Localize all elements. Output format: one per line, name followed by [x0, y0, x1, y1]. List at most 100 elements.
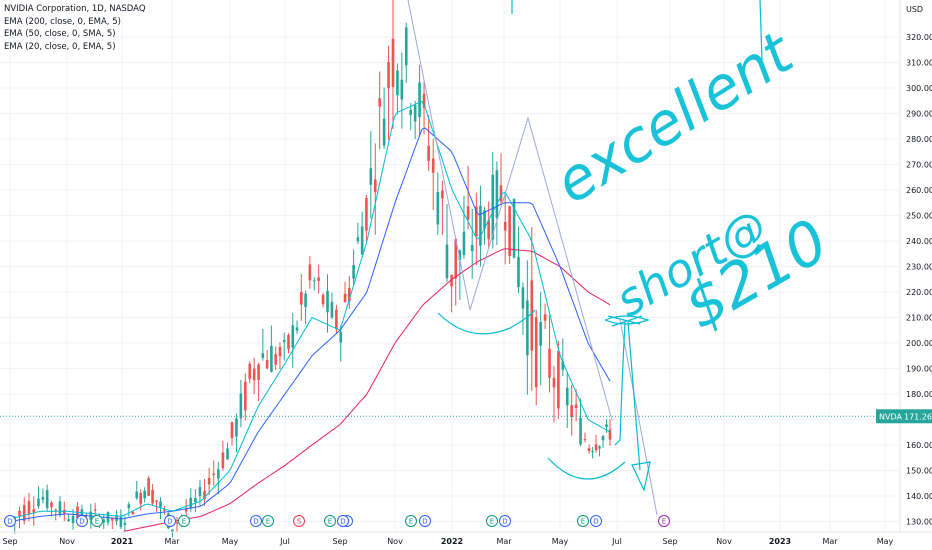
time-tick-label: Nov	[387, 537, 403, 546]
projection-line[interactable]	[619, 319, 658, 516]
candle-body	[598, 446, 601, 449]
event-markers[interactable]: DDEDEDEDSEDEDEDEDE	[4, 515, 670, 527]
event-marker-label: E	[581, 518, 585, 526]
event-marker[interactable]	[293, 515, 305, 527]
candle-body	[147, 478, 150, 496]
event-marker[interactable]	[577, 515, 589, 527]
candle-body	[198, 487, 202, 497]
time-tick-label: Mar	[164, 537, 180, 546]
smile-arc-left[interactable]	[437, 309, 536, 335]
event-marker[interactable]	[499, 515, 511, 527]
ema200-line	[123, 248, 611, 532]
price-tick-label: 140.00	[906, 492, 932, 501]
candle-body	[427, 145, 430, 161]
candle-body	[300, 292, 303, 305]
price-axis-currency: USD	[906, 5, 923, 14]
candle-body	[32, 509, 36, 513]
legend-ema20[interactable]: EMA (20, close, 0, EMA, 5)	[4, 41, 116, 52]
event-marker[interactable]	[91, 515, 103, 527]
candlestick-series	[8, 0, 612, 538]
candle-body	[207, 477, 211, 485]
event-marker[interactable]	[486, 515, 498, 527]
candle-body	[579, 417, 582, 445]
candle-body	[41, 496, 45, 500]
arrow-head-icon[interactable]	[631, 461, 651, 492]
candle-body	[369, 168, 373, 185]
legend-symbol[interactable]: NVIDIA Corporation, 1D, NASDAQ	[4, 4, 146, 14]
candle-body	[418, 82, 421, 118]
event-marker[interactable]	[178, 515, 190, 527]
candle-body	[62, 510, 66, 515]
time-tick-label: May	[877, 537, 894, 546]
event-marker-label: E	[490, 518, 494, 526]
smile-arc-right[interactable]	[547, 457, 626, 480]
price-tick-label: 220.00	[906, 288, 932, 297]
event-marker[interactable]	[337, 515, 349, 527]
candle-body	[244, 381, 247, 411]
candle-body	[321, 294, 325, 305]
event-marker[interactable]	[76, 515, 88, 527]
time-axis[interactable]: Sep Nov 2021 Mar May Jul Sep Nov 2022 Mar May Jul Se…	[0, 531, 932, 546]
event-marker[interactable]	[262, 515, 274, 527]
drawing-stroke-top-right[interactable]	[759, 0, 763, 61]
time-tick-label: Jul	[279, 537, 290, 546]
target-scribble[interactable]	[604, 315, 650, 327]
price-tick-label: 160.00	[906, 441, 932, 450]
event-marker[interactable]	[590, 515, 602, 527]
event-marker[interactable]	[405, 515, 417, 527]
event-marker[interactable]	[164, 515, 176, 527]
candle-body	[217, 469, 220, 479]
candle-body	[587, 448, 591, 452]
target-down-arrow-stroke[interactable]	[614, 321, 641, 471]
event-marker[interactable]	[658, 515, 670, 527]
event-marker-label: E	[662, 518, 666, 526]
zigzag-pattern-line[interactable]	[407, 0, 613, 421]
candle-body	[27, 500, 31, 515]
event-marker[interactable]	[4, 515, 16, 527]
candle-body	[143, 490, 146, 499]
legend-ema50[interactable]: EMA (50, close, 0, SMA, 5)	[4, 29, 116, 39]
candle-body	[58, 501, 62, 515]
candle-body	[131, 511, 135, 515]
candle-body	[155, 500, 158, 502]
event-marker-label: E	[328, 518, 332, 526]
price-tick-label: 210.00	[906, 314, 932, 323]
event-marker[interactable]	[419, 515, 431, 527]
last-price-tag[interactable]	[876, 409, 932, 424]
candle-body	[230, 422, 234, 439]
legend-ema200[interactable]: EMA (200, close, 0, EMA, 5)	[4, 16, 121, 27]
price-tick-label: 180.00	[906, 390, 932, 399]
event-marker-label: D	[502, 518, 507, 526]
price-tick-label: 300.00	[906, 84, 932, 93]
candle-body	[512, 198, 516, 258]
candle-body	[239, 393, 243, 419]
candle-body	[387, 62, 390, 89]
candle-body	[175, 522, 179, 524]
candle-body	[93, 509, 97, 511]
price-tick-label: 270.00	[906, 161, 932, 170]
annotation-text-line[interactable]: excellent	[543, 18, 806, 217]
event-marker[interactable]	[324, 515, 336, 527]
candle-body	[534, 317, 538, 388]
candle-body	[282, 340, 286, 343]
candle-body	[235, 418, 238, 437]
event-marker[interactable]	[250, 515, 262, 527]
candle-body	[413, 105, 417, 122]
candle-body	[409, 109, 413, 115]
event-marker-label: E	[266, 518, 270, 526]
candle-body	[378, 98, 381, 107]
candle-body	[517, 256, 520, 288]
price-tick-label: 240.00	[906, 237, 932, 246]
candle-body	[265, 360, 269, 369]
candle-body	[570, 405, 573, 418]
candle-body	[67, 519, 70, 522]
time-tick-label: Nov	[59, 537, 75, 546]
candle-body	[445, 244, 449, 279]
candle-body	[356, 237, 360, 242]
price-axis[interactable]: USD 320.00 310.00 300.00 290.00 280.00 270.00 2…	[876, 0, 932, 532]
candle-body	[400, 79, 404, 100]
candle-body	[194, 497, 197, 502]
candle-body	[483, 210, 486, 229]
